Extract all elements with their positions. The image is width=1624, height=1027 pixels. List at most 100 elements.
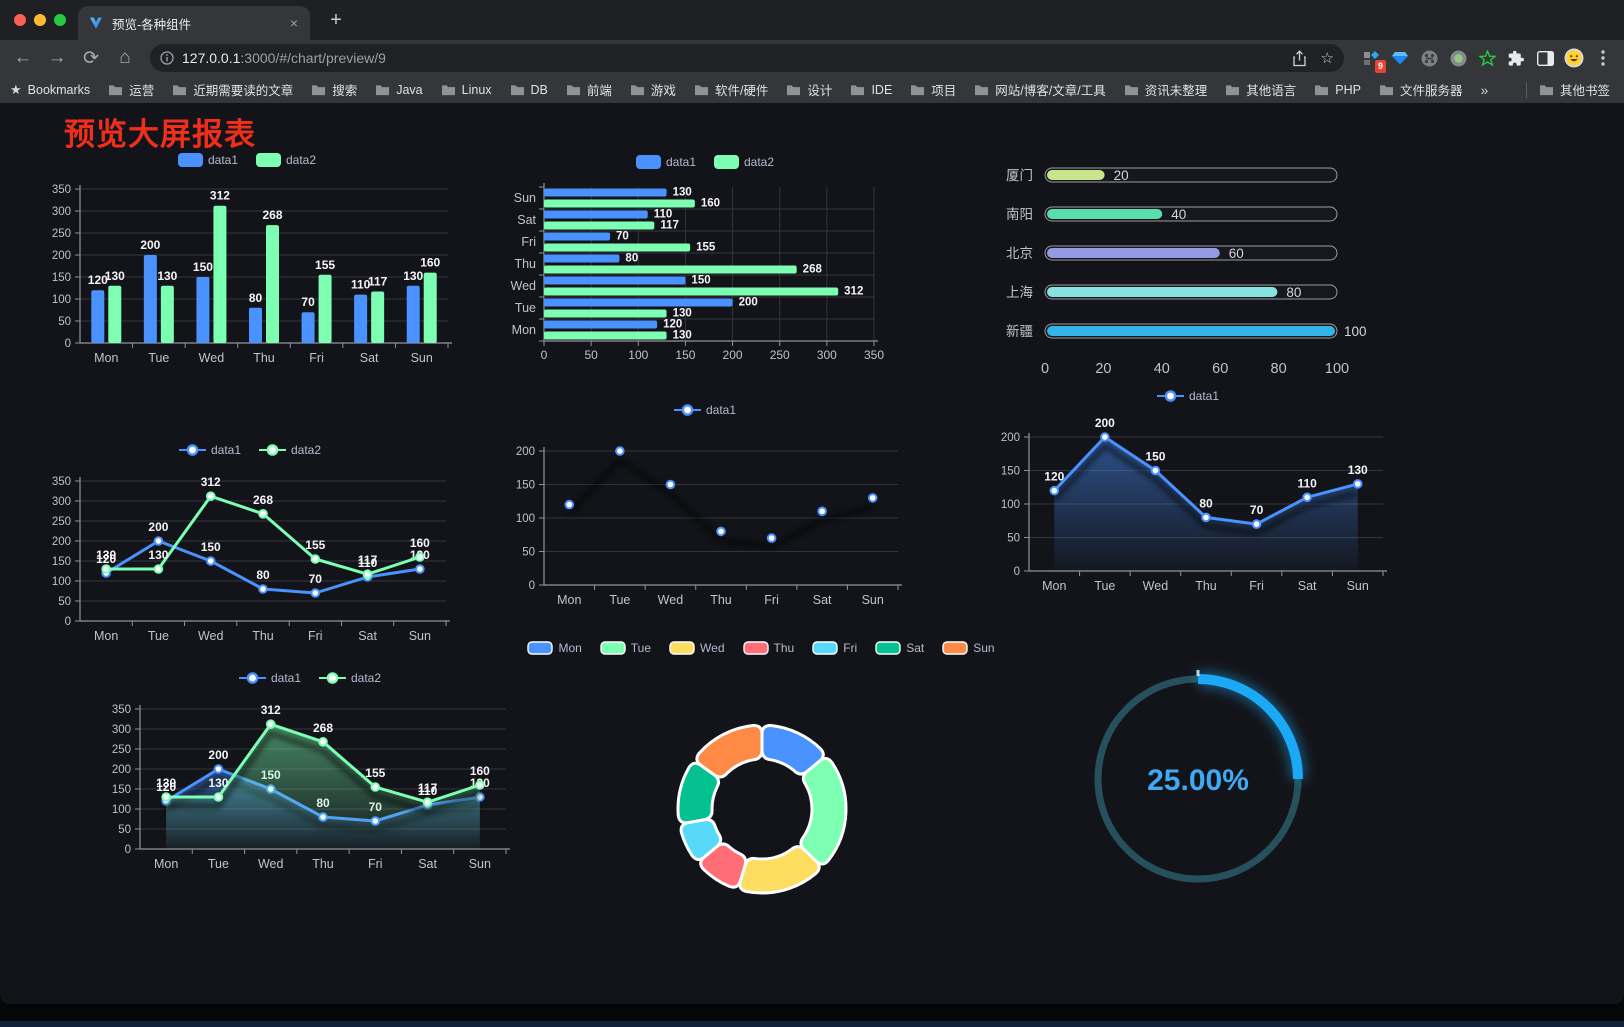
reload-icon[interactable]: ⟳ <box>83 47 99 69</box>
tab-close-icon[interactable]: × <box>289 15 298 31</box>
bookmark-folder[interactable]: 近期需要读的文章 <box>172 80 293 99</box>
svg-text:上海: 上海 <box>1006 285 1033 300</box>
svg-text:Sun: Sun <box>409 629 431 643</box>
svg-text:130: 130 <box>156 776 176 790</box>
bookmark-folder[interactable]: 设计 <box>786 80 832 99</box>
svg-text:312: 312 <box>844 286 863 298</box>
other-bookmarks-folder[interactable]: 其他书签 <box>1539 80 1610 99</box>
browser-tab[interactable]: 预览-各种组件 × <box>78 6 310 40</box>
bookmark-folder[interactable]: DB <box>510 83 548 97</box>
extension-cmd-icon[interactable] <box>1418 47 1440 69</box>
home-icon[interactable]: ⌂ <box>119 47 131 68</box>
extension-record-icon[interactable] <box>1447 47 1469 69</box>
forward-icon[interactable]: → <box>47 47 67 68</box>
svg-text:Fri: Fri <box>764 593 779 607</box>
svg-text:Tue: Tue <box>1094 579 1115 593</box>
svg-text:150: 150 <box>516 480 535 492</box>
svg-text:350: 350 <box>52 476 71 488</box>
bookmark-folder[interactable]: 其他语言 <box>1225 80 1296 99</box>
svg-text:新疆: 新疆 <box>1006 324 1033 339</box>
svg-text:60: 60 <box>1212 361 1228 377</box>
legend-item[interactable]: data2 <box>259 443 321 457</box>
legend-item[interactable]: data1 <box>1156 389 1219 403</box>
svg-text:Wed: Wed <box>511 279 537 293</box>
svg-text:200: 200 <box>148 520 168 534</box>
svg-text:0: 0 <box>529 580 535 592</box>
legend-item[interactable]: Mon <box>527 641 582 655</box>
bookmark-star-icon[interactable]: ☆ <box>1320 50 1334 67</box>
svg-text:120: 120 <box>88 273 108 287</box>
bookmark-folder[interactable]: 前端 <box>566 80 612 99</box>
site-info-icon[interactable] <box>160 51 174 65</box>
bookmark-folder[interactable]: 文件服务器 <box>1379 80 1462 99</box>
svg-text:312: 312 <box>201 475 221 489</box>
bookmark-folder[interactable]: 项目 <box>910 80 956 99</box>
chart-area-two-series: data1 data2 0 50 100 150 200 250 300 350 Mon Tue Wed… <box>98 669 522 903</box>
legend-item[interactable]: Fri <box>812 641 857 655</box>
svg-text:Mon: Mon <box>94 351 118 365</box>
bookmarks-bar: ★ Bookmarks 运营 近期需要读的文章 搜索 Java Linux DB 前端 游戏软… <box>0 76 1624 103</box>
svg-text:130: 130 <box>1348 463 1368 477</box>
bookmark-folder[interactable]: Java <box>375 83 423 97</box>
bookmark-folder[interactable]: PHP <box>1314 83 1361 97</box>
extension-grid-icon[interactable]: 9 <box>1360 47 1386 73</box>
svg-text:Mon: Mon <box>557 593 581 607</box>
svg-text:300: 300 <box>112 724 131 736</box>
extension-star-icon[interactable] <box>1476 47 1498 69</box>
maximize-window-button[interactable] <box>54 14 66 26</box>
svg-text:268: 268 <box>803 264 823 276</box>
svg-text:200: 200 <box>1095 416 1115 430</box>
url-host: 127.0.0.1 <box>182 50 241 66</box>
back-icon[interactable]: ← <box>13 47 33 68</box>
menu-icon[interactable] <box>1592 47 1614 69</box>
close-window-button[interactable] <box>14 14 26 26</box>
new-tab-button[interactable]: + <box>330 9 342 31</box>
legend-item[interactable]: data1 <box>635 155 696 169</box>
bookmarks-overflow-chevron[interactable]: » <box>1480 81 1489 98</box>
legend-item[interactable]: Sat <box>875 641 924 655</box>
svg-text:0: 0 <box>1014 566 1020 578</box>
legend-item[interactable]: data2 <box>256 153 316 167</box>
bookmark-folder[interactable]: 资讯未整理 <box>1124 80 1207 99</box>
svg-text:Mon: Mon <box>512 323 536 337</box>
bookmark-folder[interactable]: 游戏 <box>630 80 676 99</box>
share-icon[interactable] <box>1292 49 1307 67</box>
bookmark-folder[interactable]: 运营 <box>108 80 154 99</box>
svg-text:Fri: Fri <box>368 857 383 871</box>
svg-text:250: 250 <box>112 744 131 756</box>
svg-text:Tue: Tue <box>609 593 630 607</box>
legend-item[interactable]: Tue <box>600 641 651 655</box>
side-panel-icon[interactable] <box>1534 47 1556 69</box>
extensions-puzzle-icon[interactable] <box>1505 47 1527 69</box>
bookmark-folder[interactable]: 软件/硬件 <box>694 80 768 99</box>
legend-item[interactable]: data1 <box>238 671 301 685</box>
svg-text:350: 350 <box>112 704 131 716</box>
minimize-window-button[interactable] <box>34 14 46 26</box>
legend-item[interactable]: data1 <box>178 443 241 457</box>
legend-item[interactable]: data2 <box>319 671 381 685</box>
svg-text:100: 100 <box>1001 499 1020 511</box>
svg-text:20: 20 <box>1114 168 1129 183</box>
bookmarks-root[interactable]: Bookmarks <box>27 82 91 97</box>
url-text[interactable]: 127.0.0.1:3000/#/chart/preview/9 <box>182 50 386 66</box>
extension-gem-icon[interactable] <box>1389 47 1411 69</box>
legend-item[interactable]: Sun <box>942 641 995 655</box>
svg-text:0: 0 <box>125 844 131 856</box>
svg-text:150: 150 <box>201 540 221 554</box>
legend-item[interactable]: data1 <box>177 153 238 167</box>
profile-avatar[interactable] <box>1563 47 1585 69</box>
bookmark-folder[interactable]: 网站/博客/文章/工具 <box>974 80 1106 99</box>
svg-text:160: 160 <box>420 256 440 270</box>
bookmark-folder[interactable]: 搜索 <box>311 80 357 99</box>
svg-text:117: 117 <box>660 220 679 232</box>
legend-item[interactable]: data1 <box>673 403 736 417</box>
address-bar[interactable]: 127.0.0.1:3000/#/chart/preview/9 ☆ <box>150 44 1344 72</box>
legend-item[interactable]: Wed <box>669 641 725 655</box>
svg-text:100: 100 <box>1325 361 1349 377</box>
legend-item[interactable]: data2 <box>714 155 774 169</box>
bookmark-folder[interactable]: IDE <box>850 83 892 97</box>
svg-text:0: 0 <box>1041 361 1049 377</box>
svg-text:250: 250 <box>52 228 71 240</box>
legend-item[interactable]: Thu <box>742 641 794 655</box>
bookmark-folder[interactable]: Linux <box>441 83 492 97</box>
